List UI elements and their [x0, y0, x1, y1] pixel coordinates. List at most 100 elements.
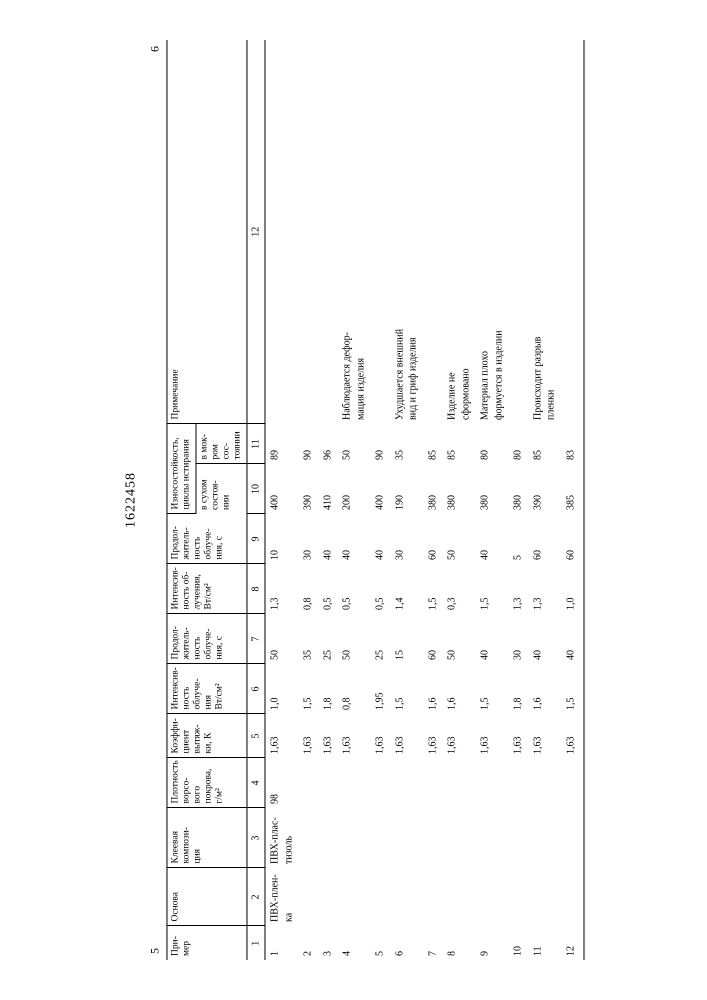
table-cell	[298, 868, 318, 926]
table-cell: 1,8	[508, 664, 528, 714]
header-coeff: Коэффи-циентвытяж-ки, К	[166, 714, 246, 758]
table-cell: 1,63	[265, 714, 299, 758]
table-cell: 5	[370, 926, 390, 960]
header-base: Основа	[166, 868, 246, 926]
header-duration1: Продол-житель-ностьоблуче-ния, с	[166, 614, 246, 664]
table-cell: 10	[508, 926, 528, 960]
table-cell: 25	[318, 614, 338, 664]
colnum: 10	[246, 464, 265, 514]
table-cell	[423, 758, 443, 808]
table-cell: 1,5	[561, 664, 584, 714]
table-cell	[561, 868, 584, 926]
table-cell: 1,5	[390, 664, 423, 714]
page-marker-left: 5	[147, 948, 162, 954]
table-cell: 380	[423, 464, 443, 514]
table-row: 121,631,5401,06038583	[561, 40, 584, 960]
table-cell: 60	[528, 514, 561, 564]
table-cell: 0,5	[370, 564, 390, 614]
table-cell: Происходит разрывпленки	[528, 40, 561, 424]
table-cell: 390	[528, 464, 561, 514]
colnum: 3	[246, 808, 265, 868]
table-cell: 380	[442, 464, 475, 514]
table-row: 51,631,95250,54040090	[370, 40, 390, 960]
table-cell: 1,6	[528, 664, 561, 714]
table-cell: 1,63	[337, 714, 370, 758]
table-cell: 1,63	[442, 714, 475, 758]
colnum: 8	[246, 564, 265, 614]
table-cell: 40	[337, 514, 370, 564]
table-cell: 0,5	[318, 564, 338, 614]
table-cell: 40	[370, 514, 390, 564]
table-cell: 2	[298, 926, 318, 960]
table-cell	[370, 758, 390, 808]
table-cell: 400	[265, 464, 299, 514]
header-density: Плотностьворсо-вогопокрова,г/м²	[166, 758, 246, 808]
colnum: 2	[246, 868, 265, 926]
table-cell: 390	[298, 464, 318, 514]
table-cell: 190	[390, 464, 423, 514]
table-row: 91,631,5401,54038080Материал плохоформуе…	[475, 40, 508, 960]
table-cell	[265, 40, 299, 424]
table-cell: 30	[390, 514, 423, 564]
table-cell: 96	[318, 424, 338, 464]
table-cell	[298, 758, 318, 808]
table-cell: 1,5	[298, 664, 318, 714]
table-cell: 1,6	[423, 664, 443, 714]
colnum: 4	[246, 758, 265, 808]
table-cell: 1,3	[265, 564, 299, 614]
table-cell	[318, 868, 338, 926]
colnum: 12	[246, 40, 265, 424]
table-cell: 85	[423, 424, 443, 464]
table-row: 1ПВХ-плен-каПВХ-плас-тизоль981,631,0501,…	[265, 40, 299, 960]
colnum: 11	[246, 424, 265, 464]
table-cell: 1,63	[423, 714, 443, 758]
table-cell: 1,63	[298, 714, 318, 758]
table-cell: 1,0	[561, 564, 584, 614]
table-row: 31,631,8250,54041096	[318, 40, 338, 960]
table-cell	[561, 40, 584, 424]
table-cell: 35	[390, 424, 423, 464]
table-cell: 40	[475, 514, 508, 564]
table-cell: 60	[423, 614, 443, 664]
table-body: 1ПВХ-плен-каПВХ-плас-тизоль981,631,0501,…	[265, 40, 584, 960]
table-cell	[423, 808, 443, 868]
colnum: 9	[246, 514, 265, 564]
table-cell: 1,63	[508, 714, 528, 758]
table-cell: 3	[318, 926, 338, 960]
table-cell: 60	[423, 514, 443, 564]
header-intensity2: Интенсив-ность об-лучения,Вт/см²	[166, 564, 246, 614]
table-cell: 40	[528, 614, 561, 664]
table-cell	[475, 758, 508, 808]
table-cell	[561, 758, 584, 808]
table-cell: 1,3	[528, 564, 561, 614]
table-cell: 1,63	[370, 714, 390, 758]
table-cell: Ухудшается внешнийвид и гриф изделия	[390, 40, 423, 424]
table-cell: 50	[337, 424, 370, 464]
table-cell: 1,63	[561, 714, 584, 758]
table-cell: 1,5	[423, 564, 443, 614]
header-note: Примечание	[166, 40, 246, 424]
table-cell	[390, 758, 423, 808]
table-cell	[442, 808, 475, 868]
table-cell	[370, 868, 390, 926]
table-cell: 5	[508, 514, 528, 564]
header-example: При-мер	[166, 926, 246, 960]
table-cell: 50	[265, 614, 299, 664]
table-cell: 83	[561, 424, 584, 464]
table-cell: 60	[561, 514, 584, 564]
table-cell	[423, 868, 443, 926]
header-wear-wet: в мок-ром сос-тоянии	[195, 424, 246, 464]
table-cell: 89	[265, 424, 299, 464]
table-cell: 25	[370, 614, 390, 664]
table-cell: 40	[561, 614, 584, 664]
table-cell: 7	[423, 926, 443, 960]
table-cell	[442, 758, 475, 808]
table-cell: Наблюдается дефор-мация изделия	[337, 40, 370, 424]
table-cell: 85	[442, 424, 475, 464]
table-cell: 90	[370, 424, 390, 464]
table-cell	[337, 758, 370, 808]
table-cell	[508, 868, 528, 926]
table-cell	[508, 808, 528, 868]
table-cell	[318, 808, 338, 868]
header-wear-dry: в сухомсостоя-нии	[195, 464, 246, 514]
